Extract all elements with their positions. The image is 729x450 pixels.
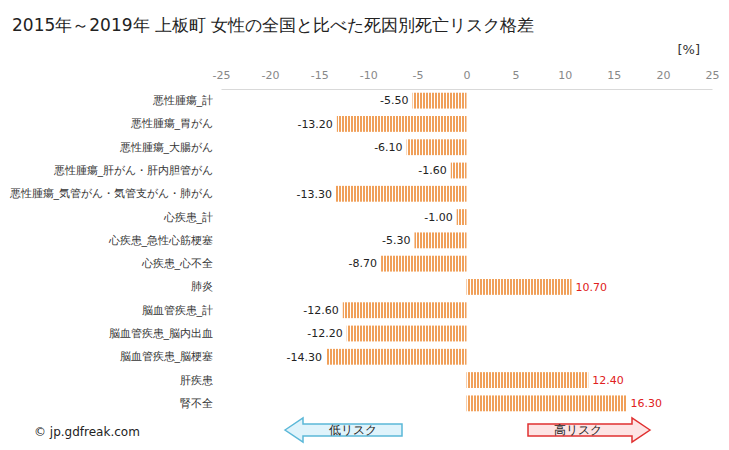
axis-line — [222, 89, 713, 90]
tick: 心疾患_急性心筋梗塞 — [108, 234, 220, 247]
category-label: 心疾患_急性心筋梗塞 — [108, 234, 214, 247]
category-label: 腎不全 — [180, 397, 213, 410]
tick-label: 15 — [607, 69, 621, 82]
bar — [337, 116, 467, 132]
tick-label: 0 — [464, 69, 471, 82]
category-label: 肝疾患 — [180, 374, 213, 387]
data-label: -1.60 — [418, 164, 446, 177]
tick: -15 — [311, 69, 329, 89]
tick: 腎不全 — [180, 397, 219, 410]
data-label: -5.30 — [382, 234, 410, 247]
category-label: 肺炎 — [191, 280, 213, 293]
tick: 悪性腫瘍_気管がん・気管支がん・肺がん — [9, 187, 220, 200]
tick: 心疾患_計 — [163, 211, 220, 224]
tick: 肺炎 — [191, 280, 219, 293]
data-label: -13.30 — [296, 188, 331, 201]
tick: 20 — [656, 69, 670, 89]
x-axis: -25 -20 -15 -10 -5 0 5 10 15 20 25 — [213, 69, 720, 90]
tick: 悪性腫瘍_計 — [152, 94, 220, 107]
tick-label: -5 — [412, 69, 423, 82]
low-risk-arrow — [285, 418, 402, 442]
category-label: 悪性腫瘍_大腸がん — [119, 141, 214, 154]
tick: 5 — [513, 69, 520, 89]
data-label: -12.60 — [303, 304, 338, 317]
tick: 脳血管疾患_脳梗塞 — [120, 350, 220, 363]
tick: 脳血管疾患_脳内出血 — [109, 327, 220, 340]
data-label: -6.10 — [374, 141, 402, 154]
category-label: 心疾患_計 — [163, 211, 214, 224]
category-label: 悪性腫瘍_胃がん — [130, 117, 214, 130]
tick: -25 — [213, 69, 231, 89]
bar — [336, 186, 467, 202]
category-label: 悪性腫瘍_気管がん・気管支がん・肺がん — [9, 187, 214, 200]
annotation: 高リスク — [554, 423, 602, 437]
data-label: -1.00 — [424, 211, 452, 224]
bar — [467, 372, 589, 388]
data-label: -5.50 — [380, 94, 408, 107]
category-label: 悪性腫瘍_肝がん・肝内胆管がん — [53, 164, 214, 177]
tick: 悪性腫瘍_大腸がん — [119, 141, 220, 154]
tick-label: 25 — [706, 69, 720, 82]
data-label: 10.70 — [576, 281, 608, 294]
tick-label: -25 — [213, 69, 231, 82]
axis-title: [%] — [678, 42, 701, 57]
title: 2015年～2019年 上板町 女性の全国と比べた死因別死亡リスク格差 — [12, 15, 534, 35]
tick: 0 — [464, 69, 471, 89]
bar — [407, 139, 467, 155]
bar — [451, 163, 467, 179]
tick-label: 5 — [513, 69, 520, 82]
category-label: 脳血管疾患_脳内出血 — [109, 327, 214, 340]
data-label: 16.30 — [631, 397, 663, 410]
source: © jp.gdfreak.com — [34, 425, 140, 439]
tick: 15 — [607, 69, 621, 89]
y-axis: 悪性腫瘍_計悪性腫瘍_胃がん悪性腫瘍_大腸がん悪性腫瘍_肝がん・肝内胆管がん悪性… — [9, 94, 220, 410]
tick: -5 — [412, 69, 423, 89]
bar — [343, 302, 467, 318]
bars — [326, 93, 626, 412]
bar — [457, 209, 467, 225]
tick: -20 — [262, 69, 280, 89]
category-label: 悪性腫瘍_計 — [152, 94, 214, 107]
tick: -10 — [360, 69, 378, 89]
tick: 悪性腫瘍_肝がん・肝内胆管がん — [53, 164, 220, 177]
high-risk-arrow — [528, 418, 650, 442]
tick: 10 — [558, 69, 572, 89]
tick: 心疾患_心不全 — [141, 257, 220, 270]
bar — [347, 326, 467, 342]
category-label: 脳血管疾患_脳梗塞 — [120, 350, 214, 363]
bar — [412, 93, 466, 109]
annotation: 低リスク — [329, 423, 377, 437]
tick: 脳血管疾患_計 — [142, 304, 220, 317]
data-label: -12.20 — [307, 327, 342, 340]
tick-label: -15 — [311, 69, 329, 82]
bar — [467, 279, 572, 295]
bar — [414, 232, 466, 248]
tick-label: -10 — [360, 69, 378, 82]
data-label: -13.20 — [297, 118, 332, 131]
tick-label: -20 — [262, 69, 280, 82]
category-label: 脳血管疾患_計 — [142, 304, 214, 317]
category-label: 心疾患_心不全 — [141, 257, 214, 270]
bar — [326, 349, 466, 365]
data-label: -8.70 — [349, 257, 377, 270]
bar — [467, 395, 627, 411]
bar — [381, 256, 466, 272]
data-labels: -5.50 -13.20 -6.10 -1.60 -13.30 -1.00 -5.30 -8.… — [287, 94, 662, 410]
data-label: 12.40 — [592, 374, 624, 387]
tick: 肝疾患 — [180, 374, 219, 387]
tick-label: 10 — [558, 69, 572, 82]
data-label: -14.30 — [287, 351, 322, 364]
tick-label: 20 — [656, 69, 670, 82]
chart: 2015年～2019年 上板町 女性の全国と比べた死因別死亡リスク格差 [%] -2… — [0, 0, 729, 450]
tick: 悪性腫瘍_胃がん — [130, 117, 220, 130]
tick: 25 — [706, 69, 720, 89]
